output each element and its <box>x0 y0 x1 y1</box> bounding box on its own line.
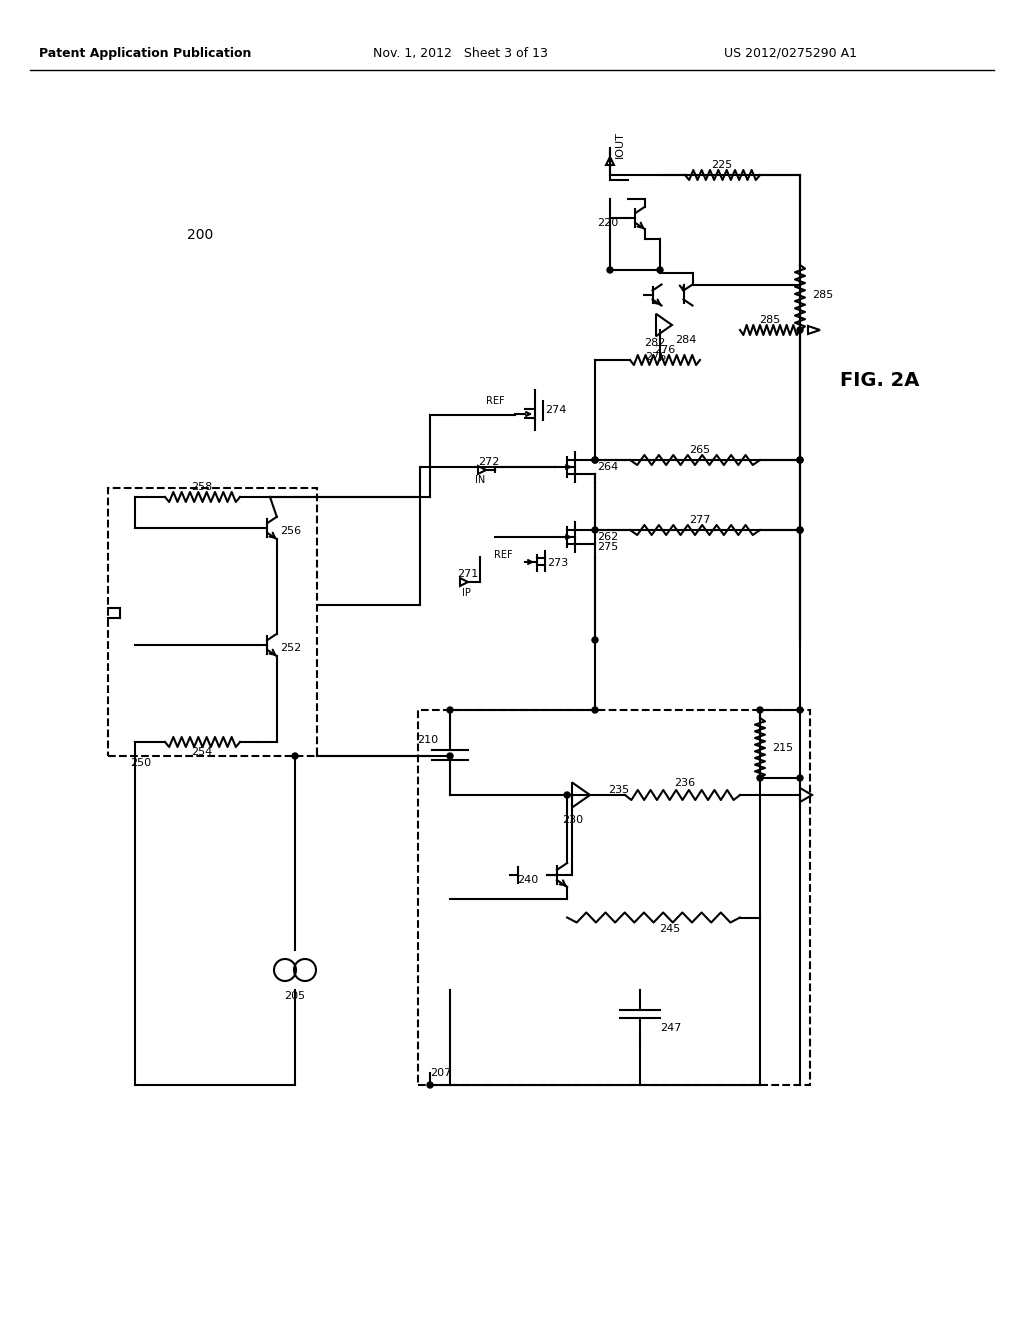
Circle shape <box>657 267 663 273</box>
Circle shape <box>447 708 453 713</box>
Text: 274: 274 <box>545 405 566 414</box>
Circle shape <box>592 527 598 533</box>
Text: 250: 250 <box>130 758 152 768</box>
Circle shape <box>797 708 803 713</box>
Text: REF: REF <box>486 396 505 407</box>
Text: 207: 207 <box>430 1068 452 1078</box>
Text: 285: 285 <box>760 315 780 325</box>
Text: 205: 205 <box>285 991 305 1001</box>
Text: US 2012/0275290 A1: US 2012/0275290 A1 <box>724 46 856 59</box>
Circle shape <box>592 457 598 463</box>
Circle shape <box>797 327 803 333</box>
Text: 247: 247 <box>660 1023 681 1034</box>
Text: 276: 276 <box>654 345 676 355</box>
Text: 252: 252 <box>280 643 301 653</box>
Text: 271: 271 <box>457 569 478 579</box>
Circle shape <box>292 752 298 759</box>
Circle shape <box>797 457 803 463</box>
Text: IN: IN <box>475 475 485 484</box>
Text: 235: 235 <box>608 785 629 795</box>
Text: Patent Application Publication: Patent Application Publication <box>39 46 251 59</box>
Text: IP: IP <box>462 587 470 598</box>
Text: 277: 277 <box>689 515 711 525</box>
Text: 254: 254 <box>191 747 213 756</box>
Circle shape <box>797 527 803 533</box>
Text: 276: 276 <box>645 352 667 362</box>
Text: REF: REF <box>495 550 513 560</box>
Text: Nov. 1, 2012   Sheet 3 of 13: Nov. 1, 2012 Sheet 3 of 13 <box>373 46 548 59</box>
Text: 273: 273 <box>547 558 568 568</box>
Text: 275: 275 <box>597 543 618 552</box>
Text: 265: 265 <box>689 445 711 455</box>
Text: 256: 256 <box>280 525 301 536</box>
Text: 264: 264 <box>597 462 618 473</box>
Circle shape <box>592 457 598 463</box>
Circle shape <box>427 1082 433 1088</box>
Text: 258: 258 <box>191 482 213 492</box>
Text: 236: 236 <box>675 777 695 788</box>
Text: 225: 225 <box>712 160 732 170</box>
Bar <box>418 710 810 1085</box>
Text: 284: 284 <box>675 335 696 345</box>
Circle shape <box>797 527 803 533</box>
Text: IOUT: IOUT <box>615 132 625 158</box>
Text: 220: 220 <box>597 218 618 228</box>
Text: 282: 282 <box>644 338 666 348</box>
Circle shape <box>757 775 763 781</box>
Circle shape <box>607 267 613 273</box>
Text: 200: 200 <box>186 228 213 242</box>
Circle shape <box>797 457 803 463</box>
Text: 230: 230 <box>562 814 584 825</box>
Text: 285: 285 <box>812 290 834 300</box>
Circle shape <box>757 708 763 713</box>
Circle shape <box>592 638 598 643</box>
Text: 272: 272 <box>478 457 500 467</box>
Text: 240: 240 <box>517 875 539 884</box>
Circle shape <box>797 775 803 781</box>
Circle shape <box>447 752 453 759</box>
Circle shape <box>592 708 598 713</box>
Text: FIG. 2A: FIG. 2A <box>841 371 920 389</box>
Text: 245: 245 <box>659 924 681 935</box>
Bar <box>108 488 317 756</box>
Text: 262: 262 <box>597 532 618 543</box>
Text: 210: 210 <box>417 735 438 744</box>
Text: 215: 215 <box>772 743 794 752</box>
Circle shape <box>564 792 570 799</box>
